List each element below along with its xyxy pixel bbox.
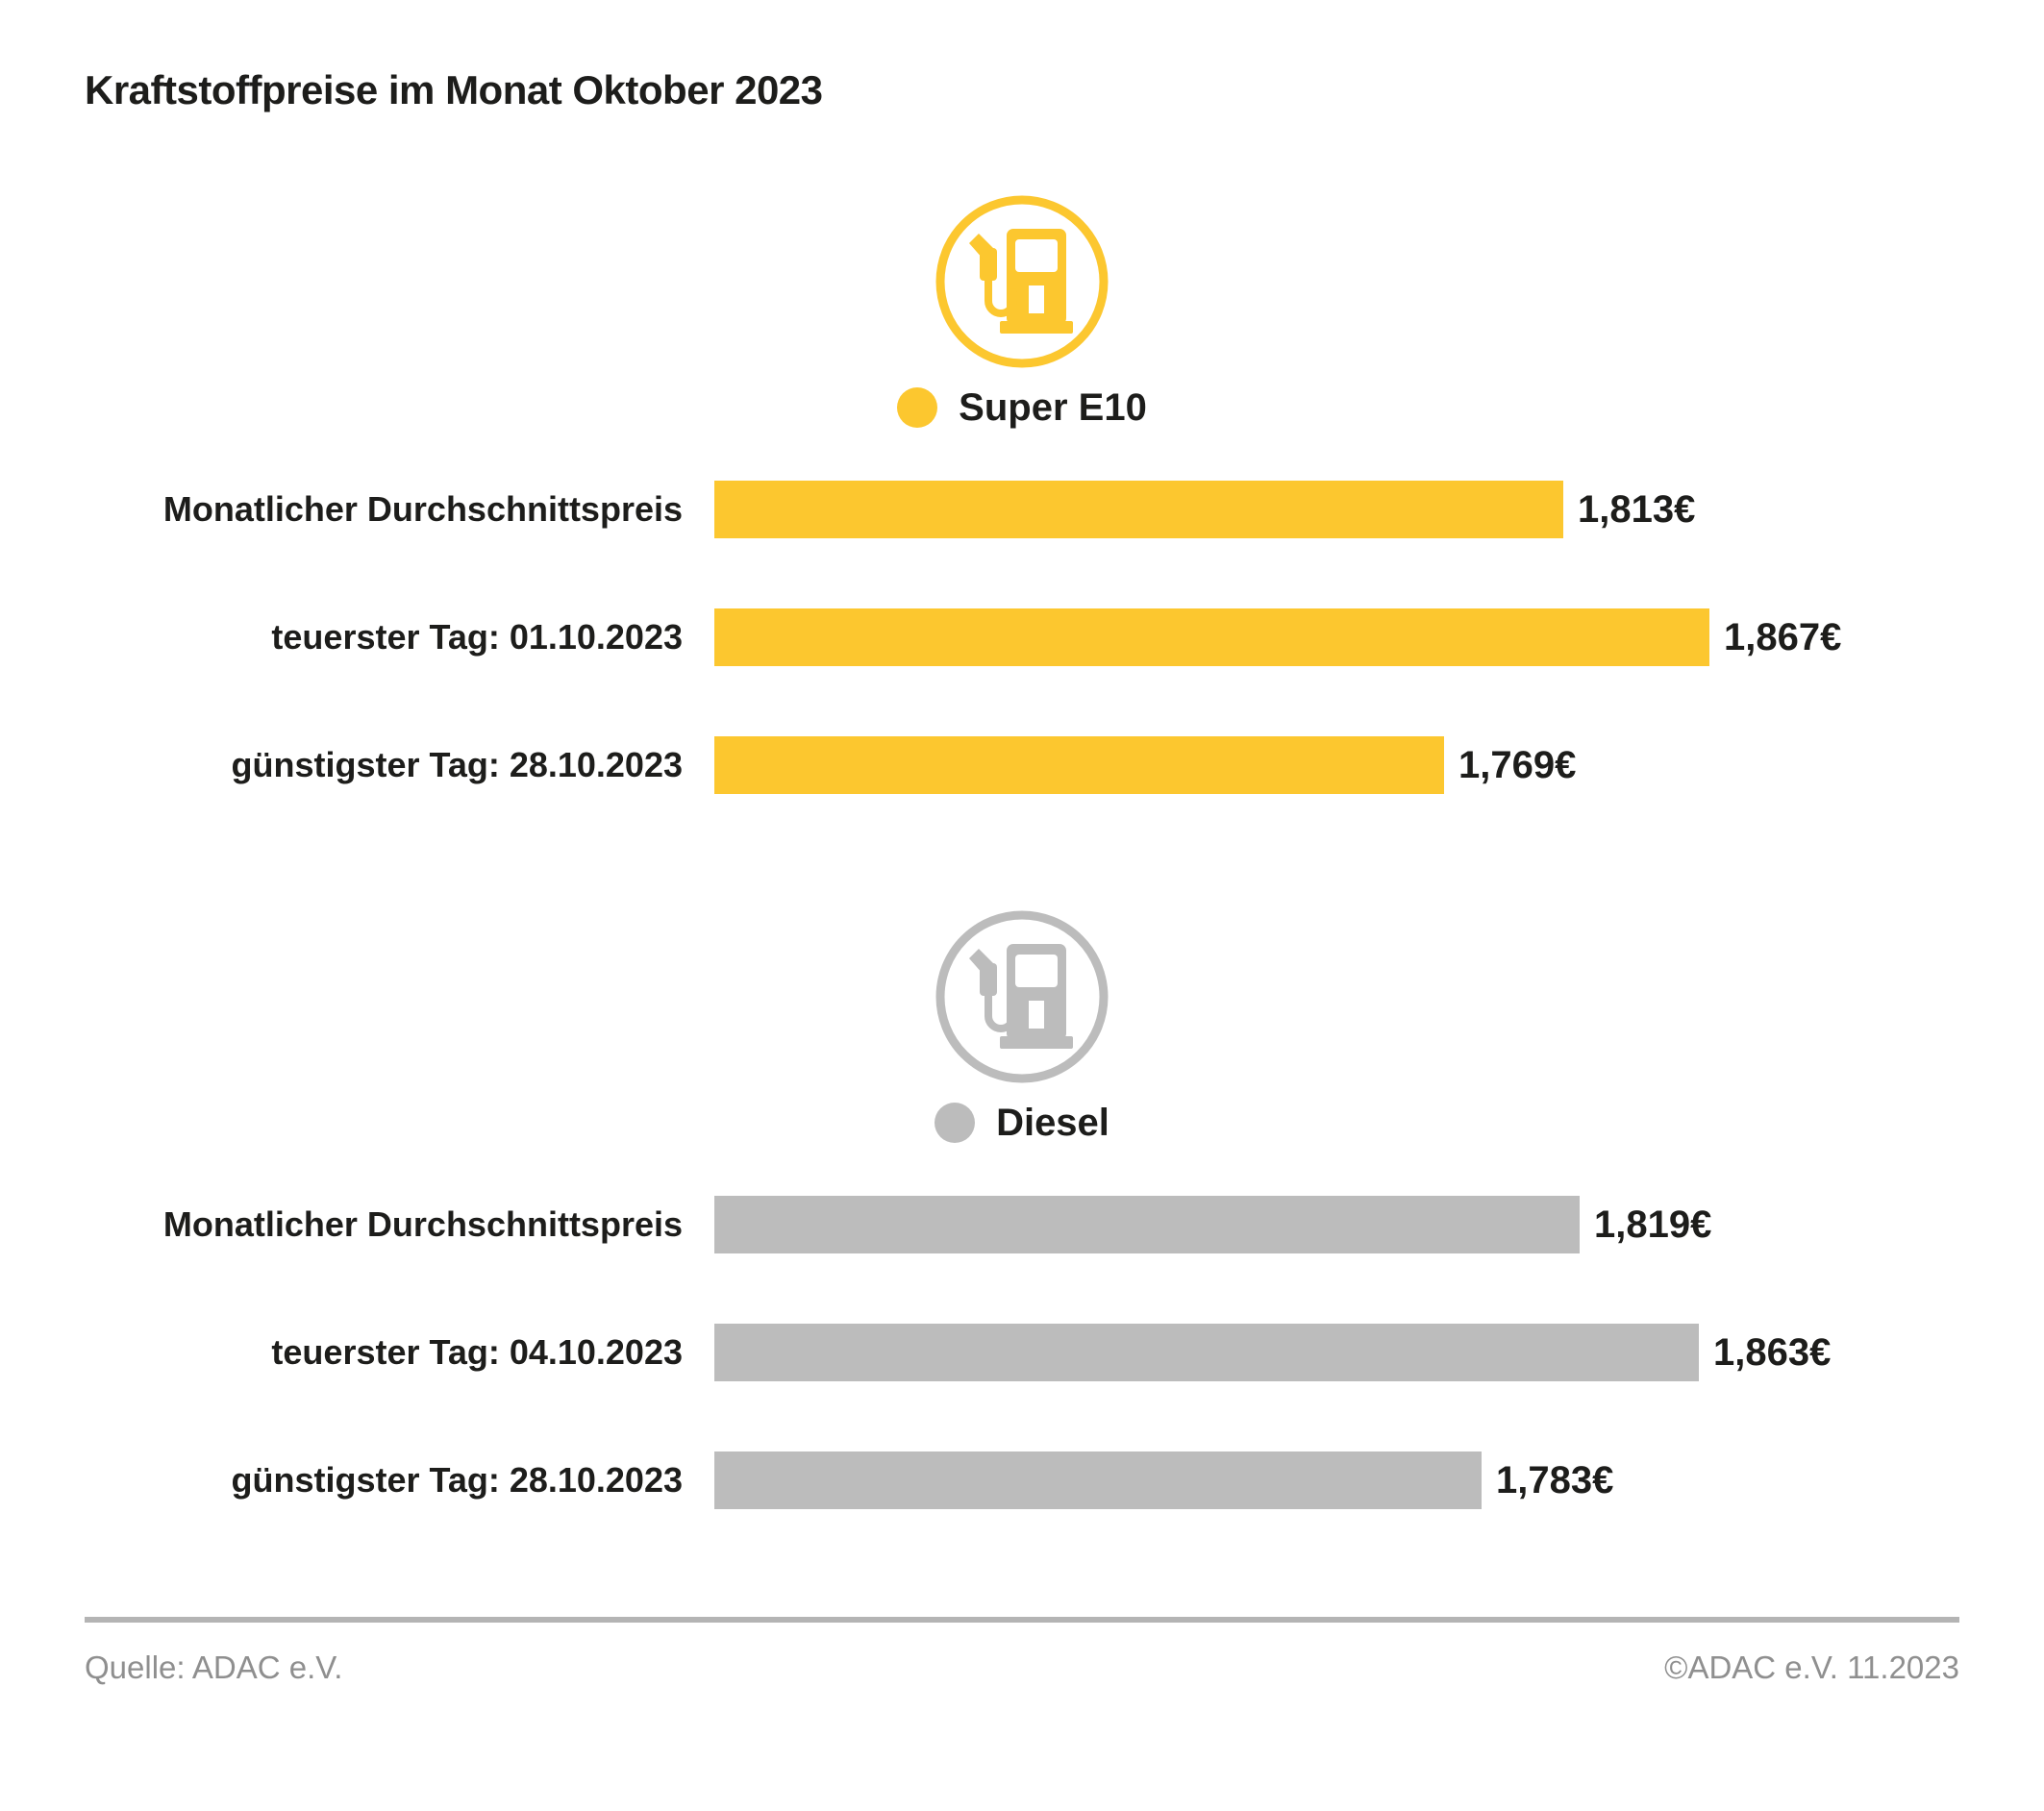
bar: [714, 1324, 1699, 1381]
bar-value: 1,783€: [1496, 1458, 1614, 1501]
chart-groups: Super E10 Monatlicher Durchschnittspreis…: [85, 190, 1959, 1509]
bar-label: teuerster Tag: 04.10.2023: [271, 1332, 683, 1372]
bar: [714, 1196, 1580, 1253]
fuel-group-super-e10: Super E10 Monatlicher Durchschnittspreis…: [85, 190, 1959, 794]
fuel-pump-icon: [935, 195, 1109, 368]
bar: [714, 1451, 1482, 1509]
bar-value: 1,863€: [1713, 1330, 1832, 1374]
bar-row: teuerster Tag: 01.10.2023 1,867€: [85, 608, 1959, 666]
legend: Diesel: [85, 1100, 1959, 1146]
source-text: Quelle: ADAC e.V.: [85, 1650, 343, 1685]
bar: [714, 736, 1444, 794]
bar-label: Monatlicher Durchschnittspreis: [162, 489, 683, 529]
bar-label: teuerster Tag: 01.10.2023: [271, 617, 683, 657]
bar: [714, 481, 1563, 538]
fuel-pump-badge: [85, 906, 1959, 1088]
legend: Super E10: [85, 385, 1959, 431]
bar-row: Monatlicher Durchschnittspreis 1,819€: [85, 1196, 1959, 1253]
fuel-pump-badge: [85, 190, 1959, 373]
bar-row: Monatlicher Durchschnittspreis 1,813€: [85, 481, 1959, 538]
bar-label: Monatlicher Durchschnittspreis: [162, 1204, 683, 1244]
bar-value: 1,819€: [1594, 1203, 1712, 1246]
bar-label: günstigster Tag: 28.10.2023: [231, 1460, 683, 1500]
bar-value: 1,867€: [1724, 615, 1842, 658]
legend-dot-icon: [935, 1103, 976, 1143]
footer: Quelle: ADAC e.V. ©ADAC e.V. 11.2023: [85, 1650, 1959, 1686]
bar: [714, 608, 1709, 666]
legend-dot-icon: [897, 387, 938, 428]
bar-label: günstigster Tag: 28.10.2023: [231, 745, 683, 784]
copyright-text: ©ADAC e.V. 11.2023: [1664, 1650, 1959, 1685]
bar-rows: Monatlicher Durchschnittspreis 1,819€ te…: [85, 1196, 1959, 1509]
fuel-group-diesel: Diesel Monatlicher Durchschnittspreis 1,…: [85, 906, 1959, 1509]
page-title: Kraftstoffpreise im Monat Oktober 2023: [85, 67, 823, 112]
bar-rows: Monatlicher Durchschnittspreis 1,813€ te…: [85, 481, 1959, 794]
legend-label: Super E10: [959, 385, 1147, 429]
bar-value: 1,813€: [1578, 487, 1696, 531]
footer-divider: [85, 1617, 1959, 1623]
bar-row: teuerster Tag: 04.10.2023 1,863€: [85, 1324, 1959, 1381]
fuel-pump-icon: [935, 910, 1109, 1083]
legend-label: Diesel: [996, 1101, 1109, 1144]
bar-row: günstigster Tag: 28.10.2023 1,783€: [85, 1451, 1959, 1509]
bar-row: günstigster Tag: 28.10.2023 1,769€: [85, 736, 1959, 794]
bar-value: 1,769€: [1458, 743, 1577, 786]
